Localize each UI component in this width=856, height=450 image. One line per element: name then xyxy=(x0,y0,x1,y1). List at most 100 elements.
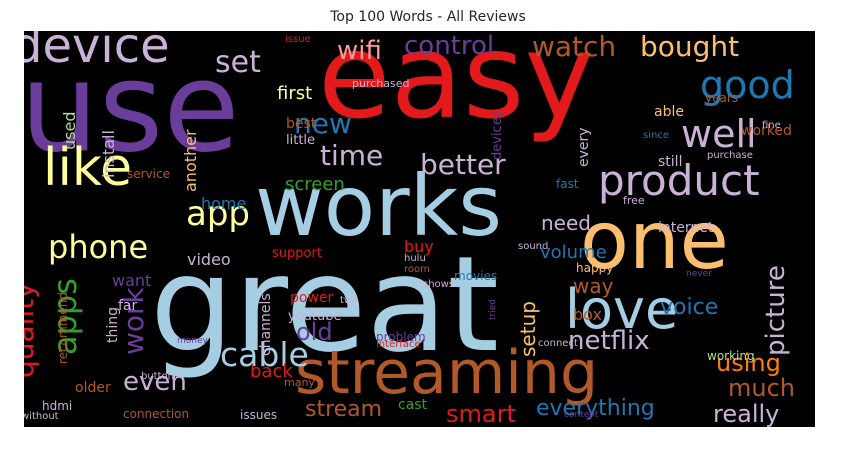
cloud-word-install: install xyxy=(99,130,118,178)
cloud-word-netflix: netflix xyxy=(568,326,650,356)
cloud-word-free: free xyxy=(623,194,645,207)
cloud-word-better: better xyxy=(420,148,506,181)
cloud-word-first: first xyxy=(277,83,312,104)
cloud-word-thing: thing xyxy=(105,307,121,343)
cloud-word-like: like xyxy=(43,138,132,198)
cloud-word-device: device xyxy=(24,31,170,74)
cloud-word-hdmi: hdmi xyxy=(42,399,72,413)
cloud-word-phone: phone xyxy=(48,228,148,266)
cloud-word-issue: issue xyxy=(285,34,311,45)
cloud-word-back: back xyxy=(250,361,293,382)
cloud-word-purchase: purchase xyxy=(707,150,753,161)
cloud-word-video: video xyxy=(187,250,231,269)
cloud-word-need: need xyxy=(541,211,591,235)
cloud-word-used: used xyxy=(60,112,79,150)
cloud-word-tried: tried xyxy=(488,299,498,320)
cloud-word-many: many xyxy=(284,376,315,389)
cloud-word-two: two xyxy=(340,295,358,306)
cloud-word-stream: stream xyxy=(305,397,382,422)
cloud-word-apps: apps xyxy=(46,278,84,355)
cloud-word-one: one xyxy=(580,194,729,287)
cloud-word-picture: picture xyxy=(761,265,791,356)
cloud-word-issues: issues xyxy=(240,408,277,422)
cloud-word-really: really xyxy=(713,400,779,427)
cloud-word-great: great xyxy=(150,228,499,382)
word-cloud: easy use great works one streaming love like dev… xyxy=(24,31,815,427)
chart-title: Top 100 Words - All Reviews xyxy=(330,9,526,25)
cloud-word-wifi: wifi xyxy=(337,36,382,66)
cloud-word-much: much xyxy=(728,374,795,402)
cloud-word-everything: everything xyxy=(536,396,655,421)
cloud-word-another: another xyxy=(181,129,200,192)
cloud-word-fast: fast xyxy=(556,177,579,191)
cloud-word-new: new xyxy=(294,107,352,140)
cloud-word-youtube: youtube xyxy=(288,309,341,324)
cloud-word-watch: watch xyxy=(532,31,616,63)
cloud-word-easy: easy xyxy=(318,31,594,145)
cloud-word-best: best xyxy=(286,116,317,132)
cloud-word-bought: bought xyxy=(640,31,739,63)
cloud-word-buy: buy xyxy=(404,237,434,256)
cloud-word-quality: quality xyxy=(24,282,40,378)
cloud-word-older: older xyxy=(75,380,111,396)
cloud-word-never: never xyxy=(686,269,712,279)
cloud-word-cable: cable xyxy=(220,335,309,374)
cloud-word-home: home xyxy=(201,194,246,213)
cloud-word-button: button xyxy=(141,371,174,382)
cloud-word-service: service xyxy=(127,167,170,181)
cloud-word-little: little xyxy=(286,133,315,148)
cloud-word-since: since xyxy=(643,130,669,141)
cloud-word-support: support xyxy=(272,246,322,261)
cloud-word-box: box xyxy=(573,305,602,324)
cloud-word-app: app xyxy=(186,194,250,234)
cloud-word-product: product xyxy=(598,156,760,205)
cloud-word-years: years xyxy=(705,91,738,105)
cloud-word-problem: problem xyxy=(376,330,426,344)
cloud-word-movies: movies xyxy=(454,269,497,283)
cloud-word-fine: fine xyxy=(762,120,781,131)
cloud-word-using: using xyxy=(716,349,781,377)
cloud-word-old: old xyxy=(296,318,333,346)
cloud-word-working: working xyxy=(707,349,755,363)
cloud-word-sound: sound xyxy=(518,241,548,252)
cloud-word-love: love xyxy=(565,278,678,341)
cloud-word-internet: internet xyxy=(658,220,714,236)
cloud-word-works: works xyxy=(255,157,502,255)
cloud-word-connection: connection xyxy=(123,407,189,421)
cloud-word-set: set xyxy=(215,45,261,80)
cloud-word-hulu: hulu xyxy=(404,253,426,264)
cloud-word-smart: smart xyxy=(446,400,516,427)
cloud-word-power: power xyxy=(290,290,334,306)
cloud-word-streaming: streaming xyxy=(295,338,598,408)
cloud-word-money: money xyxy=(177,336,209,346)
cloud-word-far: far xyxy=(118,298,138,314)
cloud-word-able: able xyxy=(654,104,684,120)
cloud-word-happy: happy xyxy=(576,261,613,275)
cloud-word-cast: cast xyxy=(398,397,428,413)
cloud-word-time: time xyxy=(320,139,383,172)
cloud-word-shows: shows xyxy=(423,279,454,290)
cloud-word-even: even xyxy=(123,367,187,397)
cloud-word-worked: worked xyxy=(741,123,792,139)
cloud-word-good: good xyxy=(700,63,795,107)
cloud-word-room: room xyxy=(404,264,430,275)
cloud-word-work: work xyxy=(117,286,150,355)
cloud-word-recommend: recommend xyxy=(56,292,70,364)
cloud-word-voice: voice xyxy=(660,295,718,320)
cloud-word-without: without xyxy=(24,411,59,422)
cloud-word-screen: screen xyxy=(285,174,345,195)
cloud-word-purchased: purchased xyxy=(352,77,409,90)
cloud-word-well: well xyxy=(681,112,757,156)
cloud-word-every: every xyxy=(576,127,592,167)
cloud-word-channels: channels xyxy=(258,293,274,356)
cloud-word-still: still xyxy=(658,154,682,170)
cloud-word-connect: connect xyxy=(538,338,578,349)
cloud-word-want: want xyxy=(112,271,151,290)
cloud-word-use: use xyxy=(24,36,239,180)
cloud-word-volume: volume xyxy=(540,242,607,263)
cloud-word-content: content xyxy=(564,410,599,420)
cloud-word-interface: interface xyxy=(376,339,421,350)
cloud-word-setup: setup xyxy=(516,301,540,357)
cloud-word-way: way xyxy=(573,274,614,298)
